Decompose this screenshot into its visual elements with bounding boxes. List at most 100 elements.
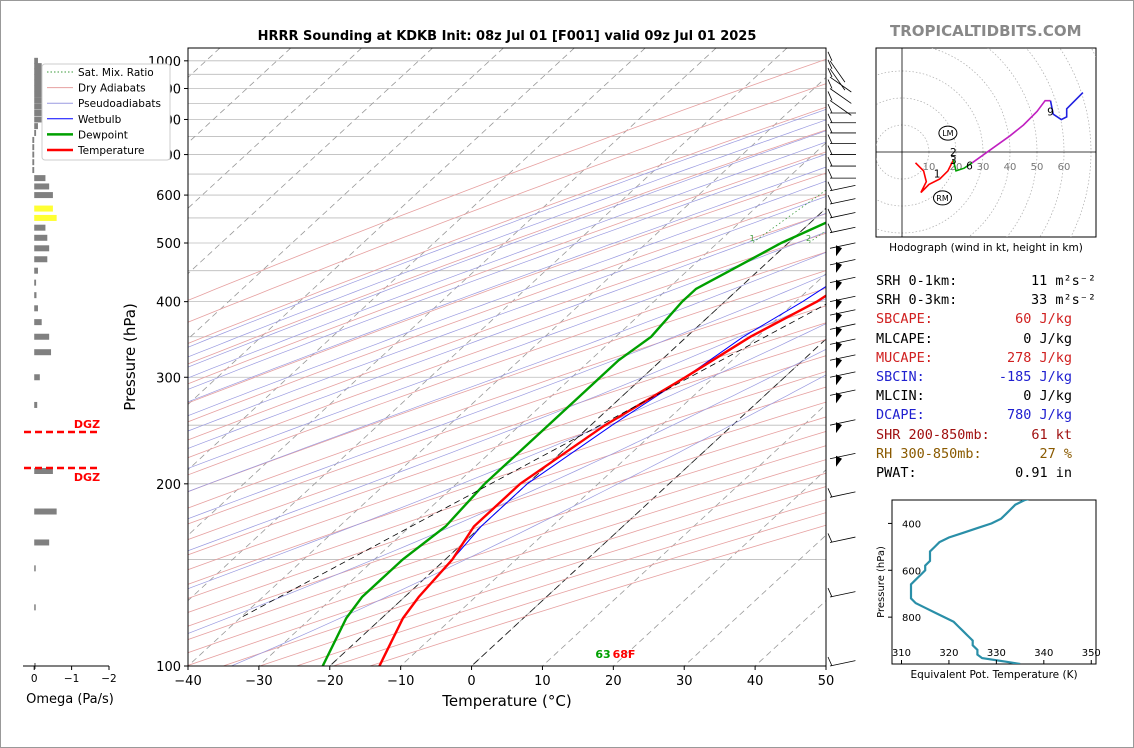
x-tick-label: 0 xyxy=(467,674,475,689)
pseudoadiabat xyxy=(188,231,826,469)
omega-bar xyxy=(34,224,46,231)
omega-bar xyxy=(34,245,50,252)
omega-bar xyxy=(32,144,35,151)
storm-motion-marker xyxy=(938,125,958,141)
hodograph-trace xyxy=(914,159,955,194)
omega-bar xyxy=(34,305,38,312)
y-tick-label: 600 xyxy=(156,189,181,204)
stats-label: SRH 0-3km: xyxy=(876,292,958,309)
theta-e-line xyxy=(909,500,1030,664)
stats-row: SBCIN: -185 J/kg xyxy=(876,368,1096,387)
x-tick-label: −20 xyxy=(316,674,343,689)
stats-value: 11 m²s⁻² xyxy=(1030,273,1096,289)
stats-label: SHR 200-850mb: xyxy=(876,426,990,443)
wind-barb xyxy=(829,536,856,543)
wind-barb-flag xyxy=(836,245,842,257)
stats-value: -185 J/kg xyxy=(998,368,1072,385)
wind-barb xyxy=(829,242,856,249)
dewpoint-surface-label: 63 xyxy=(595,648,610,661)
wind-barb-flag xyxy=(836,279,842,291)
omega-bar xyxy=(34,234,48,241)
omega-bar xyxy=(34,63,42,70)
wind-barb xyxy=(829,491,856,498)
wind-barb xyxy=(829,660,856,667)
isotherm-line xyxy=(188,48,433,275)
hodograph-height-label: 1 xyxy=(934,169,941,181)
pseudoadiabat xyxy=(188,212,826,449)
omega-bar xyxy=(34,183,50,190)
pseudoadiabat xyxy=(188,130,826,368)
wind-barb-feather xyxy=(827,587,833,598)
legend-entry: Temperature xyxy=(77,145,145,157)
wind-barb-flag xyxy=(836,455,842,467)
wind-barb-feather xyxy=(827,156,833,167)
omega-bar xyxy=(34,468,53,475)
wind-barb xyxy=(829,309,856,316)
theta-e-frame xyxy=(891,499,1097,665)
stats-value: 278 J/kg xyxy=(1006,349,1072,366)
isotherm-line xyxy=(258,142,826,666)
stats-value: 0 J/kg xyxy=(1023,330,1072,347)
pseudoadiabat xyxy=(231,374,826,666)
legend-entry: Dewpoint xyxy=(78,129,128,141)
stats-value: 61 kt xyxy=(1031,426,1072,443)
pseudoadiabat xyxy=(188,153,826,390)
x-tick-label: −30 xyxy=(245,674,272,689)
stats-value: 27 % xyxy=(1039,445,1072,462)
omega-bar xyxy=(34,267,38,274)
dry-adiabat xyxy=(188,129,826,365)
isotherm-highlight xyxy=(471,338,826,666)
stats-label: SRH 0-1km: xyxy=(876,273,958,289)
omega-tick-label: −2 xyxy=(101,673,116,685)
x-axis-label: Temperature (°C) xyxy=(441,692,571,710)
omega-bar xyxy=(34,123,38,130)
x-tick-label: 50 xyxy=(818,674,835,689)
pseudoadiabat xyxy=(188,323,826,590)
theta-e-y-tick-label: 400 xyxy=(902,519,921,530)
wind-barb xyxy=(829,389,856,396)
hodograph-area: 10 20 30 40 50 60 123 6 9 LM RM xyxy=(876,48,1096,237)
stats-row: SRH 0-3km: 33 m²s⁻² xyxy=(876,291,1096,310)
wind-barb-feather xyxy=(827,223,833,233)
theta-e-panel: 310 320 330 340 350 400 600 800 Equivalent Pot. … xyxy=(876,499,1101,681)
wind-barb xyxy=(829,338,856,345)
stats-label: PWAT: xyxy=(876,464,917,481)
wind-barb xyxy=(829,100,852,116)
dry-adiabat xyxy=(188,386,826,599)
isotherm-line xyxy=(400,273,826,666)
dry-adiabat xyxy=(188,401,826,613)
stats-label: MUCAPE: xyxy=(876,349,933,366)
wind-barb xyxy=(829,371,856,378)
dry-adiabat xyxy=(188,371,826,585)
y-tick-label: 300 xyxy=(156,371,181,386)
wind-barb xyxy=(829,212,856,219)
mixing-ratio-label: 2 xyxy=(806,234,811,243)
skewt-frame xyxy=(187,47,827,667)
hodograph-height-label: 2 xyxy=(950,147,957,159)
stats-label: RH 300-850mb: xyxy=(876,445,982,462)
wind-barb-feather xyxy=(827,181,833,191)
wind-barb xyxy=(829,295,856,303)
hodograph-ring-label: 30 xyxy=(977,162,990,173)
dry-adiabat xyxy=(188,58,826,301)
stats-value: 33 m²s⁻² xyxy=(1030,292,1096,309)
omega-tick-label: 0 xyxy=(31,673,38,685)
stats-value: 0.91 in xyxy=(1015,464,1072,481)
stats-table: SRH 0-1km: 11 m²s⁻² SRH 0-3km: 33 m²s⁻² SBCA… xyxy=(876,272,1096,483)
omega-tick-label: −1 xyxy=(64,673,79,685)
wind-barb-feather xyxy=(827,194,833,205)
isotherm-line xyxy=(188,76,826,666)
omega-bar xyxy=(34,374,40,381)
wind-barb-feather xyxy=(827,145,833,155)
stats-row: SRH 0-1km: 11 m²s⁻² xyxy=(876,272,1096,291)
hodograph-trace xyxy=(1049,92,1084,121)
stats-label: SBCAPE: xyxy=(876,311,933,328)
wind-barb xyxy=(829,276,856,284)
dry-adiabat xyxy=(188,339,826,556)
stats-row: MLCAPE: 0 J/kg xyxy=(876,330,1096,349)
wind-barb xyxy=(829,452,856,460)
wind-barb-feather xyxy=(827,67,833,78)
dry-adiabat xyxy=(188,193,826,423)
dry-adiabat xyxy=(188,151,826,385)
omega-bar xyxy=(34,175,46,182)
